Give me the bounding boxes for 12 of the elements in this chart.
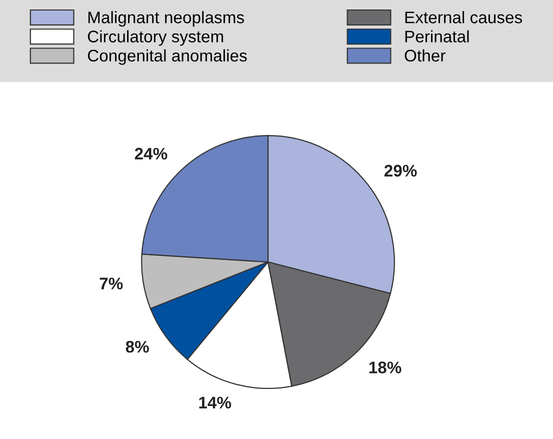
legend-label: Congenital anomalies [88, 49, 247, 65]
data-label: 29% [384, 164, 417, 177]
data-label: 18% [369, 362, 402, 374]
data-label: 14% [199, 396, 232, 408]
legend-label: Malignant neoplasms [88, 11, 244, 27]
legend-label: Other [404, 49, 446, 62]
data-label: 7% [100, 278, 123, 290]
legend-label: Circulatory system [88, 30, 224, 46]
legend-label: External causes [405, 11, 522, 24]
data-label: 24% [134, 148, 168, 160]
legend-label: Perinatal [405, 30, 469, 42]
data-label: 8% [126, 340, 149, 353]
